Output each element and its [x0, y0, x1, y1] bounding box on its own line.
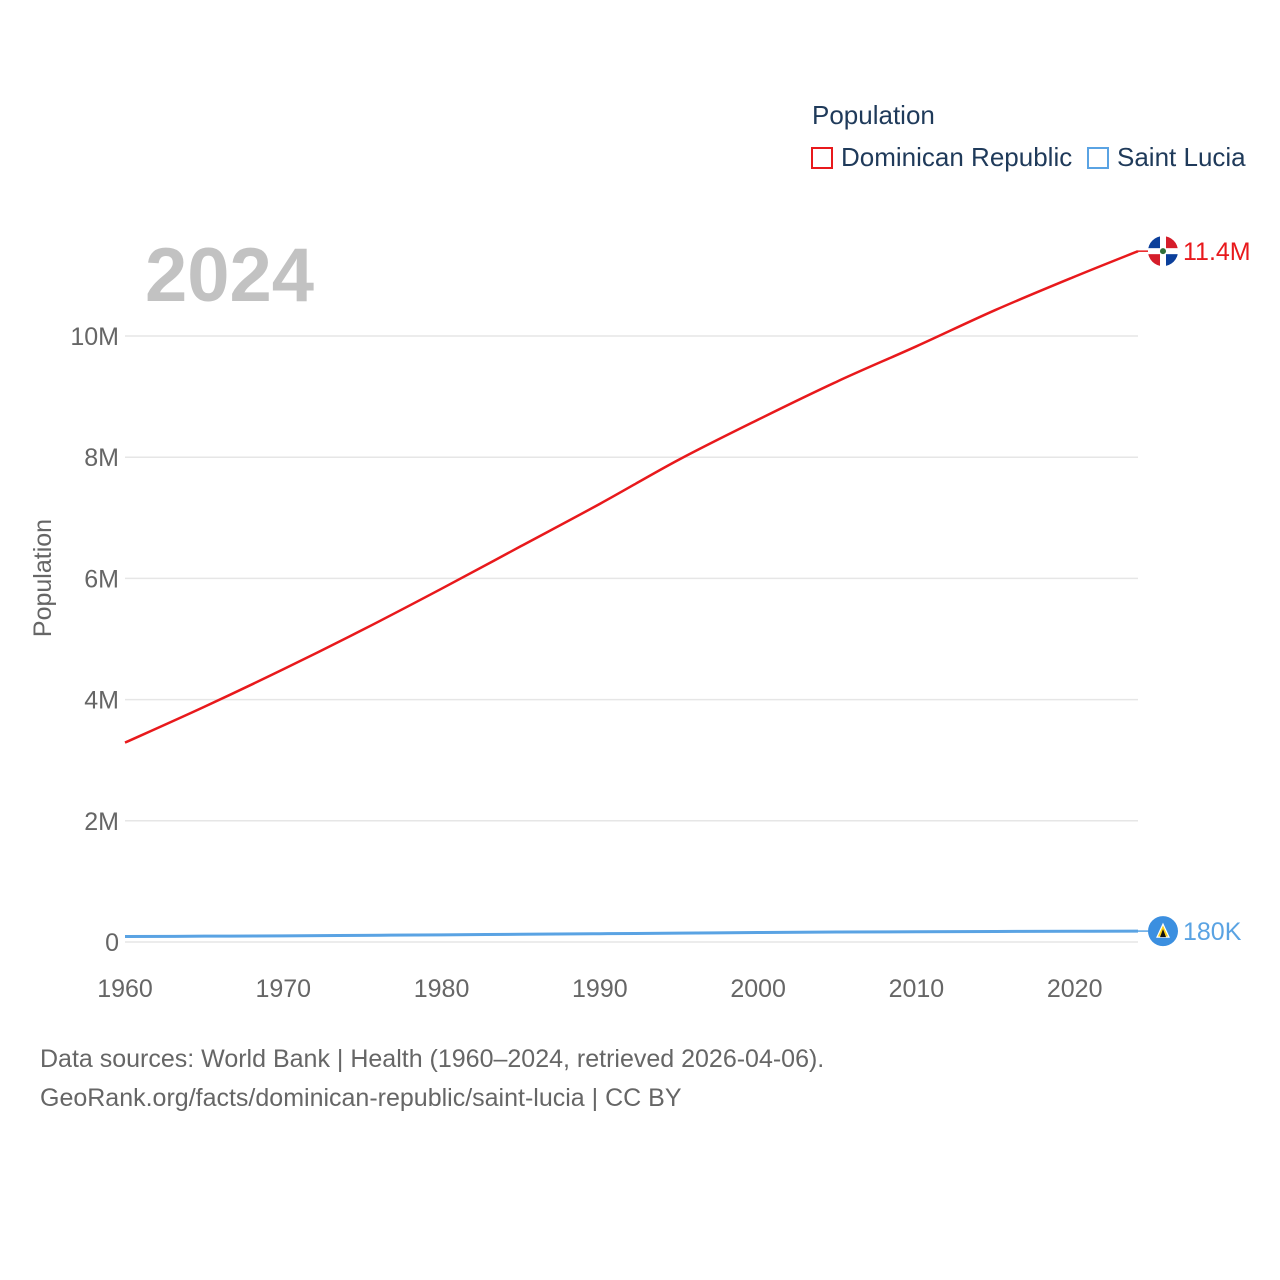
x-tick-label: 2010 — [889, 975, 945, 1003]
series-lines — [124, 250, 1139, 939]
x-tick-label: 1970 — [255, 975, 311, 1003]
y-axis-ticks: 0 2M 4M 6M 8M 10M — [70, 323, 119, 957]
source-note: Data sources: World Bank | Health (1960–… — [40, 1045, 825, 1073]
y-tick-label: 6M — [84, 565, 119, 593]
legend-label: Dominican Republic — [841, 142, 1073, 172]
legend-title: Population — [812, 100, 935, 130]
y-tick-label: 8M — [84, 444, 119, 472]
x-tick-label: 1960 — [97, 975, 153, 1003]
y-axis-label: Population — [29, 519, 57, 637]
y-tick-label: 2M — [84, 808, 119, 836]
y-tick-label: 4M — [84, 687, 119, 715]
end-value-label: 180K — [1183, 918, 1242, 946]
x-tick-label: 1990 — [572, 975, 628, 1003]
dominican-republic-flag-icon — [1148, 236, 1178, 267]
series-line-saint-lucia[interactable] — [124, 929, 1139, 939]
legend-swatch-dominican-republic — [811, 147, 833, 169]
x-tick-label: 2000 — [730, 975, 786, 1003]
saint-lucia-flag-icon — [1148, 916, 1178, 947]
legend-item-dominican-republic[interactable]: Dominican Republic — [811, 142, 1072, 173]
series-line-dominican-republic[interactable] — [124, 250, 1139, 744]
year-label: 2024 — [145, 233, 315, 318]
x-tick-label: 2020 — [1047, 975, 1103, 1003]
source-url[interactable]: GeoRank.org/facts/dominican-republic/sai… — [40, 1084, 682, 1112]
end-value-label: 11.4M — [1183, 238, 1251, 266]
x-tick-label: 1980 — [414, 975, 470, 1003]
legend-item-saint-lucia[interactable]: Saint Lucia — [1087, 142, 1246, 173]
grid-lines — [125, 335, 1138, 943]
y-tick-label: 0 — [105, 929, 119, 957]
legend-label: Saint Lucia — [1117, 142, 1246, 172]
series-end-markers: 11.4M 180K — [1138, 236, 1251, 947]
legend-swatch-saint-lucia — [1087, 147, 1109, 169]
y-tick-label: 10M — [70, 323, 119, 351]
x-axis-ticks: 1960 1970 1980 1990 2000 2010 2020 — [97, 975, 1102, 1003]
